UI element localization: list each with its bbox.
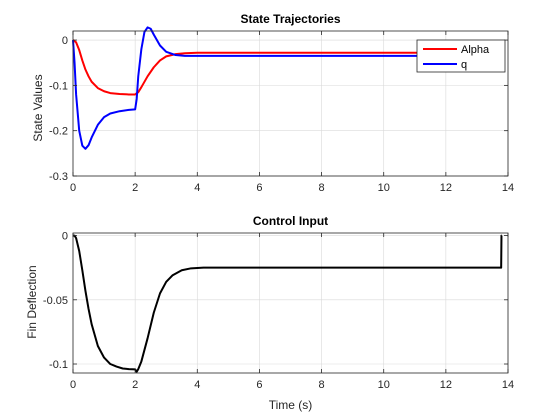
series-line-alpha xyxy=(72,39,502,96)
x-tick-label: 8 xyxy=(319,182,325,194)
x-tick-label: 6 xyxy=(256,379,262,391)
control-input-axes: Control Input Fin Deflection Time (s) 0 2… xyxy=(25,214,514,412)
y-tick-label: 0 xyxy=(62,231,68,243)
chart-title: Control Input xyxy=(253,214,328,228)
y-tick-label: -0.3 xyxy=(49,171,68,183)
y-tick-label: 0 xyxy=(62,35,68,47)
y-tick-label: -0.1 xyxy=(49,359,68,371)
state-trajectories-axes: State Trajectories State Values 0 2 4 6 8 10 1… xyxy=(31,12,514,194)
legend-box xyxy=(416,39,506,73)
chart-title: State Trajectories xyxy=(240,12,340,26)
x-tick-label: 4 xyxy=(194,182,200,194)
y-tick-label: -0.2 xyxy=(49,126,68,138)
x-tick-label: 4 xyxy=(194,379,200,391)
x-axis-label: Time (s) xyxy=(269,398,313,412)
legend-label-q: q xyxy=(461,59,467,71)
series-line-0 xyxy=(73,234,503,373)
x-tick-label: 6 xyxy=(256,182,262,194)
x-tick-label: 14 xyxy=(502,182,514,194)
x-tick-label: 14 xyxy=(502,379,514,391)
legend-label-alpha: Alpha xyxy=(461,44,490,56)
x-tick-label: 10 xyxy=(378,379,390,391)
plot-area xyxy=(73,233,508,373)
x-tick-label: 12 xyxy=(440,379,452,391)
y-axis-label: State Values xyxy=(31,74,45,141)
x-tick-label: 12 xyxy=(440,182,452,194)
x-tick-label: 2 xyxy=(132,379,138,391)
series-line-q xyxy=(72,26,502,150)
y-tick-label: -0.05 xyxy=(43,295,68,307)
x-tick-label: 10 xyxy=(378,182,390,194)
y-axis-label: Fin Deflection xyxy=(25,265,39,338)
x-tick-label: 0 xyxy=(70,379,76,391)
x-tick-label: 8 xyxy=(319,379,325,391)
legend: Alpha q xyxy=(416,39,506,73)
x-tick-label: 2 xyxy=(132,182,138,194)
x-tick-label: 0 xyxy=(70,182,76,194)
axis-box xyxy=(72,30,509,177)
axis-box xyxy=(72,232,509,374)
y-tick-label: -0.1 xyxy=(49,80,68,92)
